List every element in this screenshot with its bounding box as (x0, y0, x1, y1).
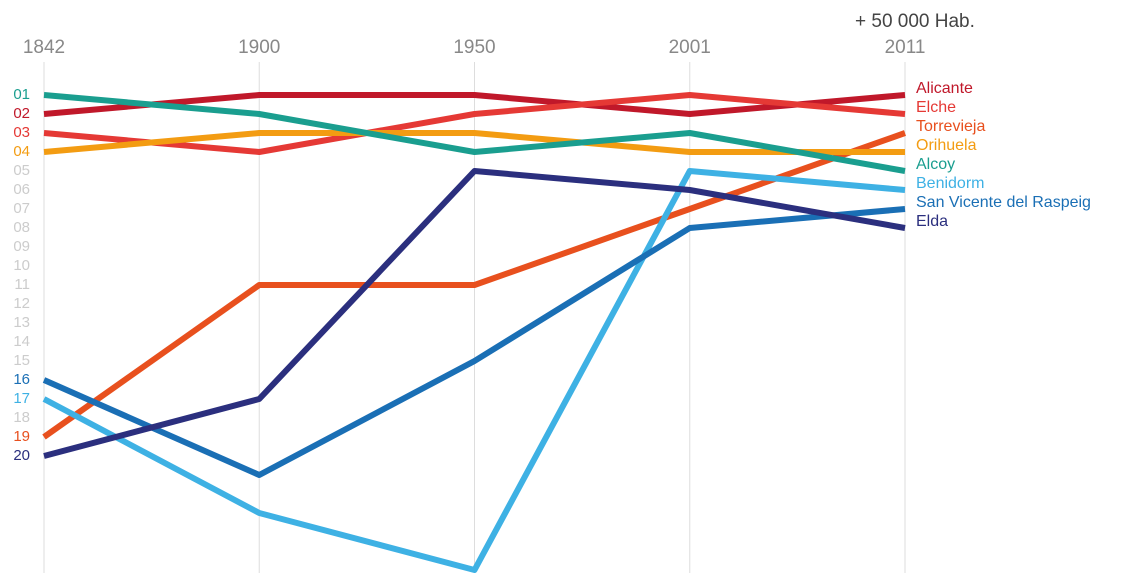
legend-label: Alicante (916, 80, 973, 97)
y-tick-label: 01 (13, 86, 30, 103)
series-line (42, 130, 906, 440)
y-tick-label: 04 (13, 143, 30, 160)
legend-label: Elche (916, 99, 956, 116)
y-tick-label: 12 (13, 295, 30, 312)
legend-label: Elda (916, 213, 948, 230)
x-tick-label: 2001 (669, 37, 711, 58)
series-line (42, 168, 906, 573)
series-line (43, 130, 905, 155)
series-line (43, 92, 906, 117)
series-line (43, 92, 906, 174)
y-tick-label: 08 (13, 219, 30, 236)
y-tick-label: 03 (13, 124, 30, 141)
series-line (42, 206, 906, 478)
y-tick-label: 02 (13, 105, 30, 122)
legend-label: San Vicente del Raspeig (916, 194, 1091, 211)
legend-label: Torrevieja (916, 118, 985, 135)
y-tick-label: 14 (13, 333, 30, 350)
legend-label: Orihuela (916, 137, 977, 154)
y-tick-label: 06 (13, 181, 30, 198)
y-tick-label: 07 (13, 200, 30, 217)
y-tick-label: 19 (13, 428, 30, 445)
y-tick-label: 20 (13, 447, 30, 464)
y-tick-label: 10 (13, 257, 30, 274)
y-tick-label: 16 (13, 371, 30, 388)
x-tick-label: 1950 (453, 37, 495, 58)
y-tick-label: 13 (13, 314, 30, 331)
legend-label: Alcoy (916, 156, 955, 173)
y-tick-label: 05 (13, 162, 30, 179)
x-tick-label: 1842 (23, 37, 65, 58)
legend-label: Benidorm (916, 175, 984, 192)
series-line (43, 92, 906, 155)
y-tick-label: 17 (13, 390, 30, 407)
y-tick-label: 11 (14, 276, 30, 293)
annotation: + 50 000 Hab. (855, 11, 975, 32)
x-tick-label: 2011 (885, 37, 926, 58)
y-tick-label: 09 (13, 238, 30, 255)
x-tick-label: 1900 (238, 37, 280, 58)
y-tick-label: 18 (13, 409, 30, 426)
series-line (43, 168, 906, 459)
y-tick-label: 15 (13, 352, 30, 369)
